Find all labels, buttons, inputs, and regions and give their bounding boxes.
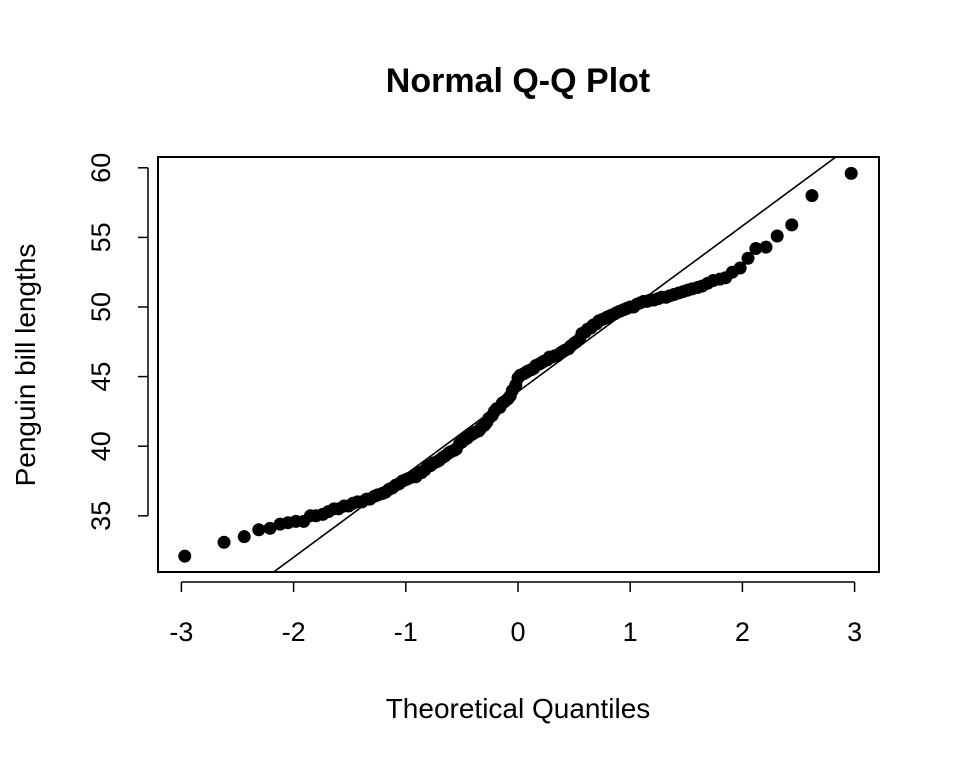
data-point <box>805 189 819 203</box>
data-point <box>749 242 763 256</box>
x-tick-label: -3 <box>169 617 193 647</box>
x-tick-label: -2 <box>282 617 306 647</box>
data-point <box>759 240 773 254</box>
data-point <box>217 535 231 549</box>
data-point <box>252 523 266 537</box>
data-point <box>844 166 858 180</box>
data-point <box>237 530 251 544</box>
y-axis: 35 40 45 50 55 60 <box>86 153 149 531</box>
x-axis-title: Theoretical Quantiles <box>386 693 651 724</box>
y-tick-label: 45 <box>86 362 116 392</box>
x-axis: -3 -2 -1 0 1 2 3 <box>169 581 862 647</box>
y-tick-label: 60 <box>86 153 116 183</box>
x-tick-label: 3 <box>847 617 862 647</box>
data-point <box>733 261 747 275</box>
y-axis-title: Penguin bill lengths <box>10 244 41 487</box>
data-point <box>770 229 784 243</box>
y-tick-label: 40 <box>86 431 116 461</box>
y-tick-label: 50 <box>86 292 116 322</box>
data-point <box>178 549 192 563</box>
data-point <box>785 218 799 232</box>
y-tick-label: 55 <box>86 222 116 252</box>
x-tick-label: 2 <box>735 617 750 647</box>
plot-area <box>178 157 858 572</box>
x-tick-label: 1 <box>623 617 638 647</box>
data-point <box>263 521 277 535</box>
x-tick-label: 0 <box>510 617 525 647</box>
chart-title: Normal Q-Q Plot <box>386 62 650 100</box>
data-point <box>741 251 755 265</box>
x-tick-label: -1 <box>394 617 418 647</box>
plot-frame <box>157 156 880 573</box>
y-tick-label: 35 <box>86 501 116 531</box>
